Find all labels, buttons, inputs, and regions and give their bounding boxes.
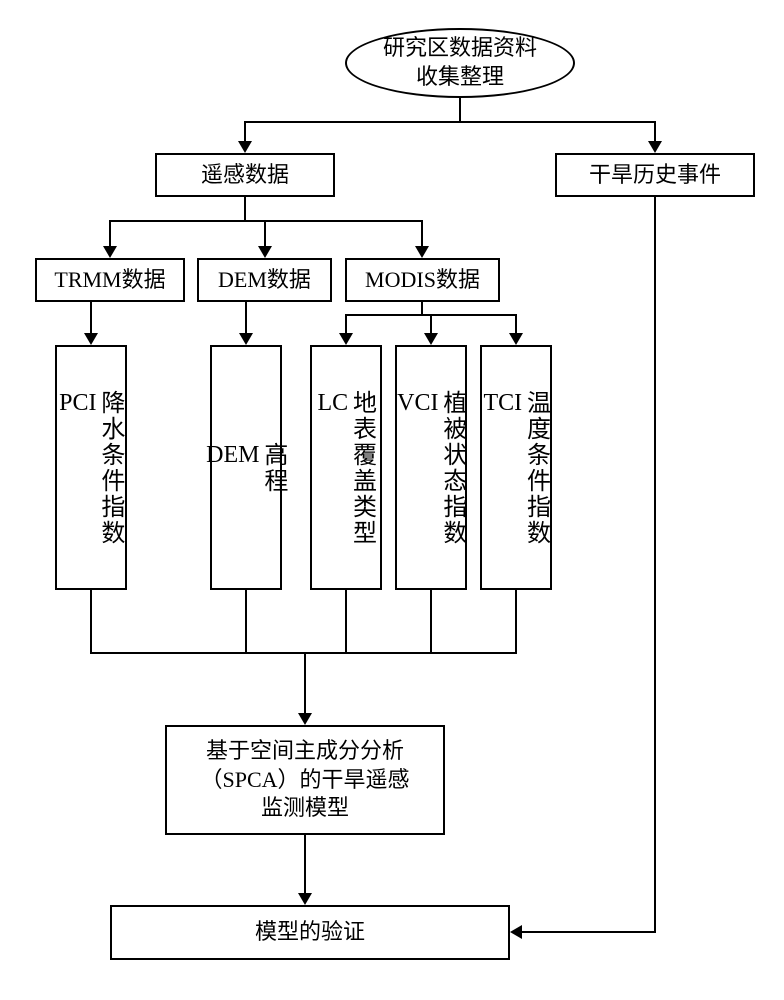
model-l3: 监测模型: [200, 794, 409, 823]
node-tci: 温度条件指数 TCI: [480, 345, 552, 590]
edge: [109, 220, 423, 222]
arrow: [510, 925, 522, 939]
arrow: [509, 333, 523, 345]
pci-cn: 降水条件指数: [97, 390, 123, 546]
edge: [304, 652, 306, 713]
edge: [264, 220, 266, 246]
model-l2: （SPCA）的干旱遥感: [200, 766, 409, 795]
edge: [459, 98, 461, 123]
node-rs: 遥感数据: [155, 153, 335, 197]
arrow: [648, 141, 662, 153]
edge: [245, 590, 247, 652]
edge: [304, 835, 306, 893]
node-trmm: TRMM数据: [35, 258, 185, 302]
arrow: [84, 333, 98, 345]
edge: [430, 590, 432, 652]
edge: [244, 197, 246, 222]
lc-en: LC: [317, 390, 348, 416]
tci-en: TCI: [483, 390, 522, 416]
node-lc: 地表覆盖类型 LC: [310, 345, 382, 590]
arrow: [258, 246, 272, 258]
arrow: [103, 246, 117, 258]
arrow: [238, 141, 252, 153]
node-demv: 高程 DEM: [210, 345, 282, 590]
arrow: [298, 893, 312, 905]
node-root: 研究区数据资料 收集整理: [345, 28, 575, 98]
root-line1: 研究区数据资料: [383, 34, 537, 63]
arrow: [415, 246, 429, 258]
arrow: [239, 333, 253, 345]
edge: [522, 931, 656, 933]
edge: [430, 314, 432, 333]
pci-en: PCI: [59, 390, 96, 416]
edge: [654, 197, 656, 932]
edge: [244, 121, 246, 143]
node-valid: 模型的验证: [110, 905, 510, 960]
model-l1: 基于空间主成分分析: [200, 737, 409, 766]
node-hist: 干旱历史事件: [555, 153, 755, 197]
tci-cn: 温度条件指数: [523, 390, 549, 546]
flowchart-canvas: 研究区数据资料 收集整理 遥感数据 干旱历史事件 TRMM数据 DEM数据 MO…: [0, 0, 784, 1000]
node-pci: 降水条件指数 PCI: [55, 345, 127, 590]
edge: [421, 220, 423, 246]
edge: [515, 314, 517, 333]
arrow: [339, 333, 353, 345]
edge: [654, 121, 656, 143]
edge: [90, 590, 92, 652]
edge: [515, 590, 517, 652]
edge: [345, 590, 347, 652]
edge: [245, 302, 247, 333]
vci-cn: 植被状态指数: [439, 390, 465, 546]
node-vci: 植被状态指数 VCI: [395, 345, 467, 590]
root-line2: 收集整理: [383, 63, 537, 92]
node-model: 基于空间主成分分析 （SPCA）的干旱遥感 监测模型: [165, 725, 445, 835]
node-dem: DEM数据: [197, 258, 332, 302]
edge: [244, 121, 656, 123]
arrow: [424, 333, 438, 345]
vci-en: VCI: [397, 390, 438, 416]
node-modis: MODIS数据: [345, 258, 500, 302]
demv-cn: 高程: [260, 442, 286, 494]
edge: [90, 302, 92, 333]
arrow: [298, 713, 312, 725]
demv-en: DEM: [206, 442, 259, 468]
edge: [345, 314, 347, 333]
lc-cn: 地表覆盖类型: [349, 390, 375, 546]
edge: [109, 220, 111, 246]
